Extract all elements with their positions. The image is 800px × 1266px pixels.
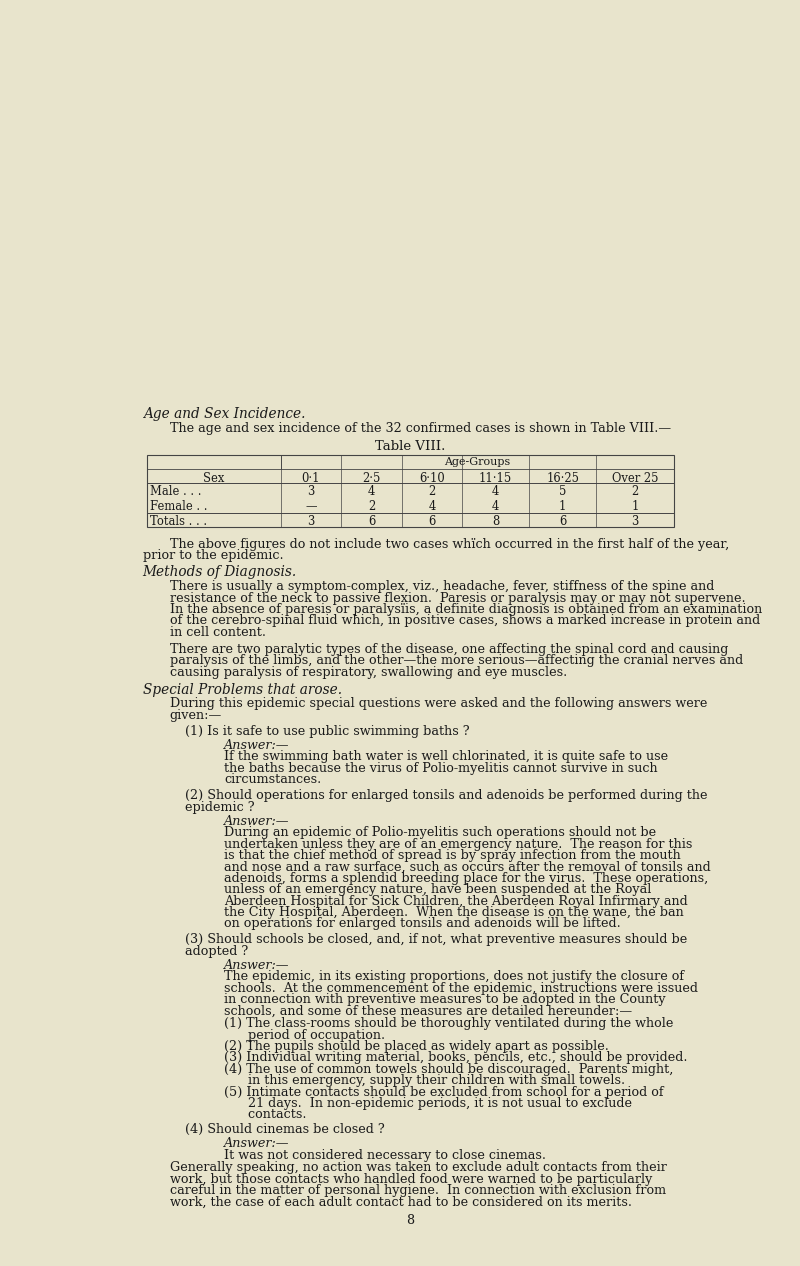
Text: Age-Groups: Age-Groups xyxy=(444,457,510,467)
Text: 11·15: 11·15 xyxy=(479,472,512,485)
Text: in connection with preventive measures to be adopted in the County: in connection with preventive measures t… xyxy=(224,994,666,1006)
Text: Answer:—: Answer:— xyxy=(224,815,290,828)
Text: 6: 6 xyxy=(428,515,435,528)
Text: adenoids, forms a splendid breeding place for the virus.  These operations,: adenoids, forms a splendid breeding plac… xyxy=(224,872,708,885)
Text: 6: 6 xyxy=(368,515,375,528)
Text: In the absence of paresis or paralysïis, a definite diagnosis is obtained from a: In the absence of paresis or paralysïis,… xyxy=(170,603,762,615)
Text: (4) Should cinemas be closed ?: (4) Should cinemas be closed ? xyxy=(186,1123,385,1136)
Text: (4) The use of common towels should be discouraged.  Parents might,: (4) The use of common towels should be d… xyxy=(224,1062,674,1076)
Text: 4: 4 xyxy=(492,500,499,513)
Text: 1: 1 xyxy=(631,500,638,513)
Text: Methods of Diagnosis.: Methods of Diagnosis. xyxy=(142,566,297,580)
Text: given:—: given:— xyxy=(170,709,222,722)
Text: If the swimming bath water is well chlorinated, it is quite safe to use: If the swimming bath water is well chlor… xyxy=(224,751,668,763)
Text: schools.  At the commencement of the epidemic, instructions were issued: schools. At the commencement of the epid… xyxy=(224,982,698,995)
Text: 4: 4 xyxy=(428,500,435,513)
Text: The epidemic, in its existing proportions, does not justify the closure of: The epidemic, in its existing proportion… xyxy=(224,971,684,984)
Text: (5) Intimate contacts should be excluded from school for a period of: (5) Intimate contacts should be excluded… xyxy=(224,1085,664,1099)
Text: There are two paralytic types of the disease, one affecting the spinal cord and : There are two paralytic types of the dis… xyxy=(170,643,728,656)
Text: paralysis of the limbs, and the other—the more serious—affecting the cranial ner: paralysis of the limbs, and the other—th… xyxy=(170,655,743,667)
Text: Over 25: Over 25 xyxy=(612,472,658,485)
Text: (1) The class-rooms should be thoroughly ventilated during the whole: (1) The class-rooms should be thoroughly… xyxy=(224,1017,674,1031)
Text: contacts.: contacts. xyxy=(224,1108,306,1122)
Text: 8: 8 xyxy=(406,1214,414,1227)
Text: adopted ?: adopted ? xyxy=(186,944,249,958)
Text: Generally speaking, no action was taken to exclude adult contacts from their: Generally speaking, no action was taken … xyxy=(170,1161,666,1175)
Text: There is usually a symptom-complex, viz., headache, fever, stiffness of the spin: There is usually a symptom-complex, viz.… xyxy=(170,580,714,592)
Text: causing paralysis of respiratory, swallowing and eye muscles.: causing paralysis of respiratory, swallo… xyxy=(170,666,567,679)
Text: 2: 2 xyxy=(368,500,375,513)
Text: It was not considered necessary to close cinemas.: It was not considered necessary to close… xyxy=(224,1148,546,1162)
Text: Age and Sex Incidence.: Age and Sex Incidence. xyxy=(142,406,305,420)
Text: Totals . . .: Totals . . . xyxy=(150,515,207,528)
Text: (3) Should schools be closed, and, if not, what preventive measures should be: (3) Should schools be closed, and, if no… xyxy=(186,933,687,947)
Text: period of occupation.: period of occupation. xyxy=(224,1028,385,1042)
Text: Sex: Sex xyxy=(203,472,224,485)
Text: the City Hospital, Aberdeen.  When the disease is on the wane, the ban: the City Hospital, Aberdeen. When the di… xyxy=(224,906,684,919)
Text: and nose and a raw surface, such as occurs after the removal of tonsils and: and nose and a raw surface, such as occu… xyxy=(224,861,710,874)
Text: The age and sex incidence of the 32 confirmed cases is shown in Table VIII.—: The age and sex incidence of the 32 conf… xyxy=(170,422,671,436)
Text: 6: 6 xyxy=(559,515,566,528)
Text: in this emergency, supply their children with small towels.: in this emergency, supply their children… xyxy=(224,1074,625,1087)
Text: 6·10: 6·10 xyxy=(419,472,445,485)
Text: (2) Should operations for enlarged tonsils and adenoids be performed during the: (2) Should operations for enlarged tonsi… xyxy=(186,789,708,803)
Text: 5: 5 xyxy=(559,485,566,499)
Text: (1) Is it safe to use public swimming baths ?: (1) Is it safe to use public swimming ba… xyxy=(186,725,470,738)
Text: resistance of the neck to passive flexion.  Paresis or paralysis may or may not : resistance of the neck to passive flexio… xyxy=(170,591,746,604)
Text: 2: 2 xyxy=(428,485,435,499)
Text: careful in the matter of personal hygiene.  In connection with exclusion from: careful in the matter of personal hygien… xyxy=(170,1184,666,1198)
Text: circumstances.: circumstances. xyxy=(224,774,322,786)
Text: in cell content.: in cell content. xyxy=(170,625,266,638)
Text: epidemic ?: epidemic ? xyxy=(186,800,255,814)
Text: 1: 1 xyxy=(559,500,566,513)
Text: 3: 3 xyxy=(631,515,638,528)
Text: schools, and some of these measures are detailed hereunder:—: schools, and some of these measures are … xyxy=(224,1005,632,1018)
Text: 2: 2 xyxy=(631,485,638,499)
Text: Female . .: Female . . xyxy=(150,500,208,513)
Text: undertaken unless they are of an emergency nature.  The reason for this: undertaken unless they are of an emergen… xyxy=(224,838,692,851)
Text: on operations for enlarged tonsils and adenoids will be lifted.: on operations for enlarged tonsils and a… xyxy=(224,918,621,931)
Text: is that the chief method of spread is by spray infection from the mouth: is that the chief method of spread is by… xyxy=(224,849,681,862)
Text: 8: 8 xyxy=(492,515,499,528)
Text: 0·1: 0·1 xyxy=(302,472,320,485)
Text: 3: 3 xyxy=(307,485,314,499)
Text: Male . . .: Male . . . xyxy=(150,485,202,499)
Text: Answer:—: Answer:— xyxy=(224,960,290,972)
Text: 4: 4 xyxy=(492,485,499,499)
Text: the baths because the virus of Polio-myelitis cannot survive in such: the baths because the virus of Polio-mye… xyxy=(224,762,658,775)
Text: work, the case of each adult contact had to be considered on its merits.: work, the case of each adult contact had… xyxy=(170,1195,632,1209)
Text: Answer:—: Answer:— xyxy=(224,739,290,752)
Text: The above figures do not include two cases whïch occurred in the first half of t: The above figures do not include two cas… xyxy=(170,538,729,551)
Text: prior to the epidemic.: prior to the epidemic. xyxy=(142,549,283,562)
Text: Table VIII.: Table VIII. xyxy=(375,441,445,453)
Text: Aberdeen Hospital for Sick Children, the Aberdeen Royal Infirmary and: Aberdeen Hospital for Sick Children, the… xyxy=(224,895,688,908)
Bar xyxy=(146,456,674,527)
Text: 21 days.  In non-epidemic periods, it is not usual to exclude: 21 days. In non-epidemic periods, it is … xyxy=(224,1096,632,1110)
Text: 3: 3 xyxy=(307,515,314,528)
Text: 2·5: 2·5 xyxy=(362,472,381,485)
Text: —: — xyxy=(306,500,317,513)
Text: Special Problems that arose.: Special Problems that arose. xyxy=(142,682,342,696)
Text: During this epidemic special questions were asked and the following answers were: During this epidemic special questions w… xyxy=(170,698,707,710)
Text: (3) Individual writing material, books, pencils, etc., should be provided.: (3) Individual writing material, books, … xyxy=(224,1051,687,1065)
Text: 16·25: 16·25 xyxy=(546,472,579,485)
Text: During an epidemic of Polio-myelitis such operations should not be: During an epidemic of Polio-myelitis suc… xyxy=(224,827,656,839)
Text: work, but those contacts who handled food were warned to be particularly: work, but those contacts who handled foo… xyxy=(170,1172,652,1186)
Text: Answer:—: Answer:— xyxy=(224,1137,290,1151)
Text: of the cerebro-spinal fluid which, in positive cases, shows a marked increase in: of the cerebro-spinal fluid which, in po… xyxy=(170,614,760,627)
Text: 4: 4 xyxy=(368,485,375,499)
Text: (2) The pupils should be placed as widely apart as possible.: (2) The pupils should be placed as widel… xyxy=(224,1039,609,1053)
Text: unless of an emergency nature, have been suspended at the Royal: unless of an emergency nature, have been… xyxy=(224,884,651,896)
